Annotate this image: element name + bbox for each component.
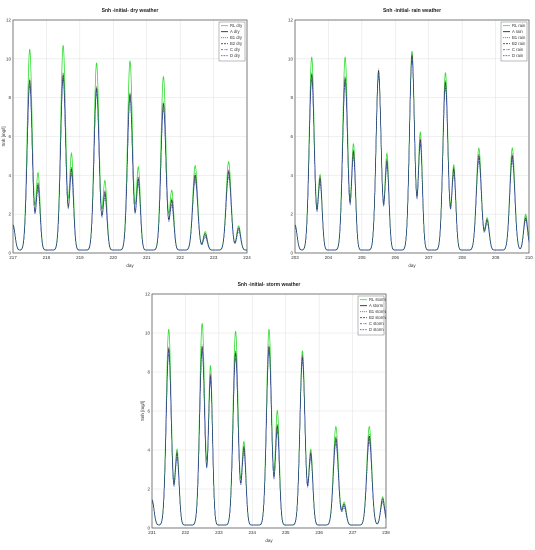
- legend-entry: C dry: [230, 47, 241, 52]
- y-tick-label: 6: [290, 134, 293, 139]
- y-tick-label: 2: [147, 487, 150, 492]
- legend-entry: B1 rain: [512, 35, 526, 40]
- x-tick-label: 234: [249, 530, 257, 535]
- chart-3: 231 232 233 234 235 236 237 238 0 2 4 6 8 10 12 Snh -in…: [140, 282, 390, 543]
- legend-entry: C storm: [369, 321, 384, 326]
- legend-entry: D storm: [369, 327, 384, 332]
- y-tick-label: 8: [147, 370, 150, 375]
- series-line-6: [12, 80, 247, 251]
- chart-title: Snh -initial- dry weather: [102, 8, 159, 14]
- legend-entry: D dry: [230, 53, 241, 58]
- chart-title: Snh -initial- storm weather: [238, 282, 301, 288]
- legend-entry: C rain: [512, 47, 524, 52]
- y-tick-label: 10: [288, 56, 294, 61]
- x-tick-label: 224: [243, 255, 251, 260]
- legend-entry: B1 dry: [230, 35, 243, 40]
- legend-box: [500, 21, 528, 62]
- legend-entry: A storm: [369, 303, 384, 308]
- x-tick-label: 222: [176, 255, 184, 260]
- x-tick-label: 238: [382, 530, 390, 535]
- y-tick-label: 0: [290, 251, 293, 256]
- x-tick-label: 209: [492, 255, 500, 260]
- x-tick-label: 204: [325, 255, 333, 260]
- plot-border: [151, 293, 387, 529]
- x-tick-label: 221: [143, 255, 151, 260]
- x-tick-label: 208: [458, 255, 466, 260]
- x-axis-label: day: [408, 263, 416, 268]
- x-tick-label: 206: [392, 255, 400, 260]
- y-tick-label: 8: [290, 95, 293, 100]
- y-tick-label: 2: [8, 212, 11, 217]
- y-tick-label: 12: [288, 18, 294, 23]
- y-tick-label: 0: [8, 251, 11, 256]
- chart-title: Snh -initial- rain weather: [383, 8, 441, 14]
- x-tick-label: 210: [525, 255, 533, 260]
- x-tick-label: 220: [110, 255, 118, 260]
- chart-2: 203 204 205 206 207 208 209 210 0 2 4 6 8 10 12 Snh -in…: [288, 8, 533, 268]
- x-tick-label: 237: [349, 530, 357, 535]
- legend-entry: B2 dry: [230, 41, 243, 46]
- y-tick-label: 6: [147, 409, 150, 414]
- chart-1: 217 218 219 220 221 222 223 224 0 2 4 6 8 10 12 Snh -in…: [1, 8, 251, 268]
- legend-entry: B1 storm: [369, 309, 386, 314]
- y-tick-label: 12: [145, 292, 151, 297]
- x-tick-label: 207: [425, 255, 433, 260]
- legend-entry: B2 storm: [369, 315, 386, 320]
- x-axis-label: day: [265, 538, 273, 543]
- x-tick-label: 232: [182, 530, 190, 535]
- series-line-6: [151, 352, 387, 526]
- plot-border: [12, 19, 248, 254]
- x-tick-label: 205: [358, 255, 366, 260]
- legend-entry: RL storm: [369, 297, 386, 302]
- y-tick-label: 4: [290, 173, 293, 178]
- y-tick-label: 12: [6, 18, 12, 23]
- x-tick-label: 203: [291, 255, 299, 260]
- legend-entry: RL rain: [512, 23, 526, 28]
- x-tick-label: 235: [282, 530, 290, 535]
- y-tick-label: 8: [8, 95, 11, 100]
- y-tick-label: 10: [145, 331, 151, 336]
- x-axis-label: day: [126, 263, 134, 268]
- legend-entry: A rain: [512, 29, 523, 34]
- x-tick-label: 219: [76, 255, 84, 260]
- legend-box: [218, 21, 246, 62]
- plot-border: [294, 19, 530, 254]
- y-tick-label: 2: [290, 212, 293, 217]
- series-line-3: [151, 344, 387, 526]
- y-tick-label: 4: [8, 173, 11, 178]
- y-tick-label: 10: [6, 56, 12, 61]
- x-tick-label: 236: [315, 530, 323, 535]
- x-tick-label: 217: [9, 255, 17, 260]
- y-tick-label: 0: [147, 526, 150, 531]
- x-tick-label: 231: [148, 530, 156, 535]
- legend-entry: B2 rain: [512, 41, 526, 46]
- legend-entry: D rain: [512, 53, 524, 58]
- series-line-6: [294, 60, 530, 251]
- series-line-5: [12, 78, 247, 251]
- x-tick-label: 233: [215, 530, 223, 535]
- legend-entry: A dry: [230, 29, 240, 34]
- y-axis-label: Snh [mg/l]: [140, 401, 145, 421]
- y-tick-label: 6: [8, 134, 11, 139]
- y-tick-label: 4: [147, 448, 150, 453]
- y-axis-label: Snh [mg/l]: [1, 126, 6, 146]
- legend-box: [357, 295, 385, 336]
- x-tick-label: 223: [210, 255, 218, 260]
- legend-entry: RL dry: [230, 23, 243, 28]
- x-tick-label: 218: [43, 255, 51, 260]
